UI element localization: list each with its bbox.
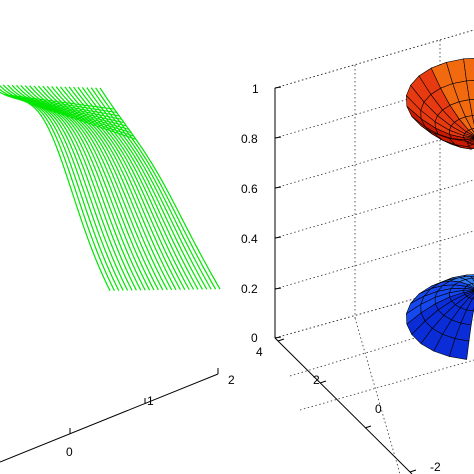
mesh-cross-line (4, 94, 115, 110)
blue-surface-facet (462, 274, 474, 278)
red-surface-facet (463, 58, 474, 82)
mesh-line (99, 87, 221, 290)
mesh-cross-line (6, 95, 117, 113)
mesh-line (46, 85, 168, 291)
y-tick-label-0: 4 (256, 345, 263, 359)
mesh-cross-line (13, 97, 125, 124)
mesh-line (51, 86, 173, 291)
y-tick-label-1: 2 (313, 373, 320, 387)
z-tick-label-5: 1 (252, 82, 259, 96)
mesh-line (73, 86, 195, 290)
z-tick-label-0: 0 (251, 331, 258, 345)
left-x-axis (0, 373, 219, 463)
z-ticks (274, 86, 282, 339)
mesh-line (24, 85, 146, 291)
mesh-cross-line (23, 100, 134, 137)
mesh-line (86, 87, 208, 290)
y-tick-label-2: 0 (375, 402, 382, 416)
red-surface-facet (466, 80, 474, 100)
green-surface-mesh (0, 84, 221, 291)
left-x-tick-label-0: 0 (66, 445, 73, 459)
mesh-line (59, 86, 181, 290)
mesh-line (77, 86, 199, 290)
mesh-line (68, 86, 190, 290)
z-tick-label-3: 0.6 (241, 182, 258, 196)
z-tick-label-2: 0.4 (241, 232, 258, 246)
blue-surface (405, 274, 474, 360)
y-ticks (277, 338, 417, 473)
right-y-axis (274, 337, 413, 474)
mesh-line (64, 86, 186, 290)
mesh-line (90, 87, 212, 290)
left-x-tick-label-1: 1 (147, 394, 154, 408)
mesh-line (95, 87, 217, 290)
z-tick-label-4: 0.8 (241, 132, 258, 146)
mesh-line (42, 85, 164, 291)
mesh-line (37, 85, 159, 291)
right-surface-plot: 0 0.2 0.4 0.6 0.8 1 4 2 0 -2 (241, 29, 474, 474)
red-surface-facet (469, 99, 474, 116)
z-tick-label-1: 0.2 (241, 282, 258, 296)
mesh-cross-line (11, 96, 122, 120)
left-x-tick-label-2: 2 (228, 373, 235, 387)
y-tick-label-3: -2 (430, 460, 441, 474)
mesh-cross-line (25, 101, 137, 140)
mesh-cross-line (9, 96, 120, 117)
mesh-line (81, 87, 203, 290)
left-mesh-plot: 0 1 2 (0, 84, 235, 463)
mesh-cross-line (21, 99, 132, 134)
mesh-line (55, 86, 177, 291)
red-surface (406, 58, 474, 150)
right-top-edge (274, 29, 474, 89)
